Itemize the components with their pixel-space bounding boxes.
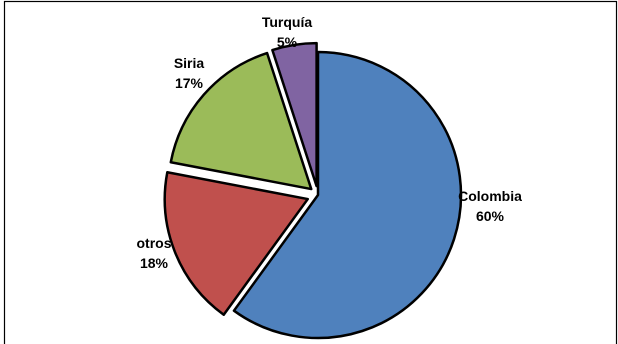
pie-slice-siria — [169, 51, 313, 191]
pie-slice-turquia — [271, 41, 318, 188]
slice-category-label: Siria — [174, 55, 205, 71]
slice-category-label: otros — [137, 235, 172, 251]
slice-category-label: Colombia — [458, 188, 522, 204]
slices-layer — [163, 41, 463, 340]
slice-category-label: Turquía — [262, 14, 313, 30]
slice-percent-label: 17% — [175, 75, 204, 91]
pie-slice-otros — [163, 171, 310, 316]
slice-percent-label: 5% — [277, 34, 298, 50]
slice-percent-label: 60% — [476, 208, 505, 224]
pie-slice-colombia — [232, 50, 463, 340]
labels-layer: Colombia 60% otros 18% Siria 17% Turquía 5% — [137, 14, 523, 271]
slice-percent-label: 18% — [140, 255, 169, 271]
